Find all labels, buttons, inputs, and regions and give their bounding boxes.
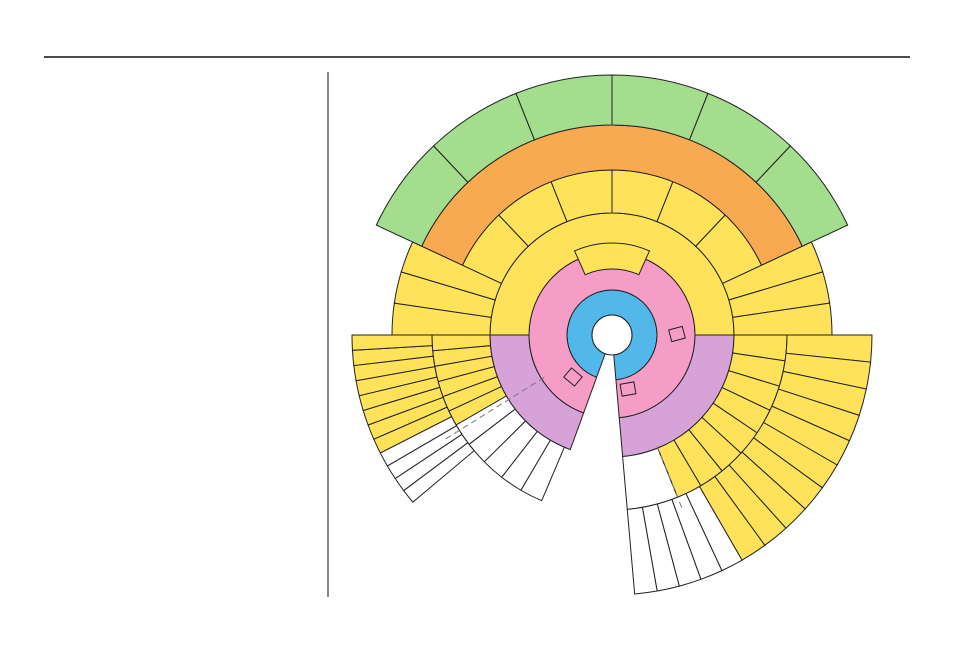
- segment: [755, 145, 849, 247]
- guide: [442, 376, 545, 442]
- segment: [626, 506, 658, 595]
- marker: [619, 381, 637, 397]
- segment: [400, 241, 503, 301]
- segment: [351, 334, 433, 351]
- guide: [656, 446, 684, 512]
- marker: [668, 325, 686, 343]
- marker: [563, 367, 583, 387]
- segment: [573, 242, 651, 276]
- sunburst: [351, 74, 873, 595]
- hub: [591, 314, 633, 356]
- segment: [379, 416, 458, 467]
